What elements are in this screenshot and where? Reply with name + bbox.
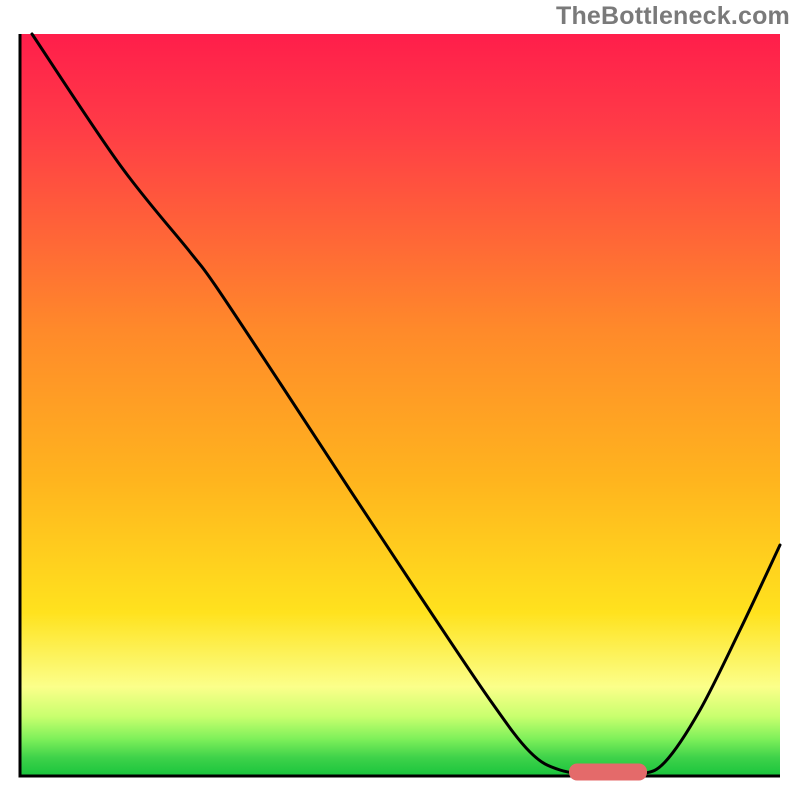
watermark-text: TheBottleneck.com bbox=[556, 2, 790, 31]
optimum-marker bbox=[0, 0, 800, 800]
